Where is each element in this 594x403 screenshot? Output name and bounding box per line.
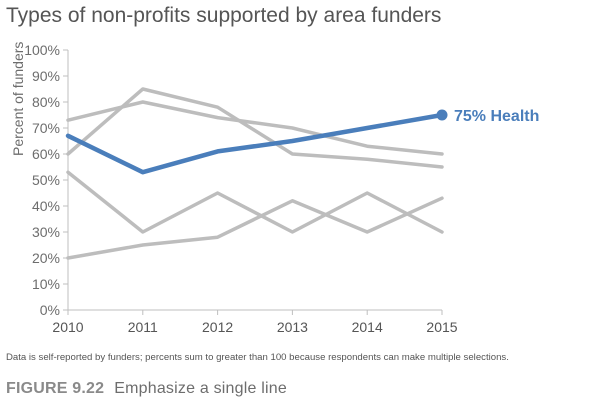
series-line-other: [66, 196, 444, 260]
x-tick-label: 2012: [202, 319, 233, 335]
y-tick-label: 30%: [32, 224, 60, 240]
series-line-other: [66, 100, 444, 156]
footnote: Data is self-reported by funders; percen…: [6, 352, 509, 363]
figure-caption-text: Emphasize a single line: [114, 380, 287, 397]
x-tick-label: 2010: [52, 319, 83, 335]
figure-caption: FIGURE 9.22 Emphasize a single line: [6, 380, 287, 398]
y-tick-label: 20%: [32, 250, 60, 266]
y-tick-label: 50%: [32, 172, 60, 188]
y-tick-label: 70%: [32, 120, 60, 136]
y-tick-label: 80%: [32, 94, 60, 110]
x-tick-label: 2011: [128, 319, 158, 335]
y-tick-label: 10%: [32, 276, 60, 292]
y-tick-label: 40%: [32, 198, 60, 214]
series-line-other: [66, 170, 444, 234]
endpoint-marker-health: [436, 109, 448, 121]
figure-number: FIGURE 9.22: [6, 380, 105, 397]
y-tick-label: 60%: [32, 146, 60, 162]
line-chart: 0% 10% 20% 30% 40% 50% 60% 70% 80% 90% 100% 2010 201…: [24, 42, 539, 335]
y-tick-label: 100%: [24, 42, 60, 58]
x-tick-label: 2013: [277, 319, 308, 335]
x-tick-label: 2015: [426, 319, 457, 335]
y-tick-label: 90%: [32, 68, 60, 84]
series-line-other: [66, 87, 444, 169]
x-tick-label: 2014: [352, 319, 383, 335]
annotation-label-health: 75% Health: [454, 108, 539, 125]
tick-labels: 0% 10% 20% 30% 40% 50% 60% 70% 80% 90% 100% 2010 201…: [24, 42, 539, 335]
chart-title: Types of non-profits supported by area f…: [6, 4, 442, 27]
y-tick-label: 0%: [40, 302, 60, 318]
series-line-health: [65, 112, 445, 175]
series-lines: [65, 87, 448, 260]
axes: [63, 49, 443, 315]
